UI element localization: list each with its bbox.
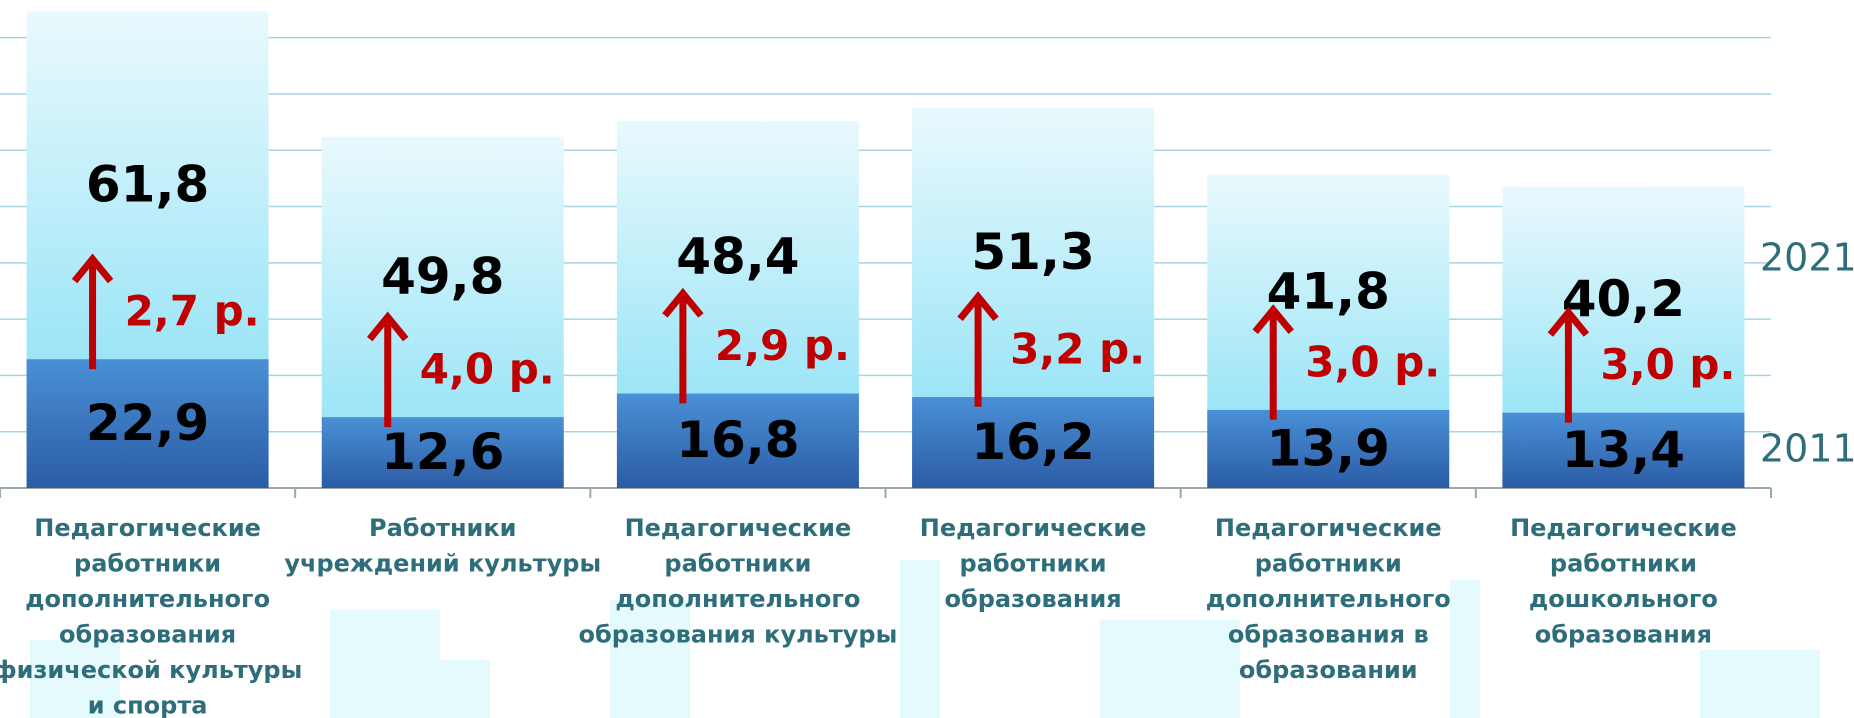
value-label: 12,6 [381, 423, 504, 481]
value-label: 61,8 [86, 156, 209, 214]
growth-arrow-head [367, 311, 409, 342]
category-label: образования культуры [579, 621, 898, 649]
growth-label: 2,7 р. [125, 287, 260, 336]
growth-arrow-head [957, 291, 999, 322]
growth-arrow-head [662, 287, 704, 318]
value-label: 16,8 [676, 411, 799, 469]
category-label: работники [1255, 550, 1402, 578]
value-label: 22,9 [86, 394, 209, 452]
bar-segment [616, 393, 859, 488]
legend-label: 2021 [1760, 236, 1854, 280]
bar-segment [616, 120, 859, 394]
category-label: дополнительного [1206, 585, 1451, 613]
growth-arrow-head [1547, 307, 1590, 337]
bar-segment [321, 417, 564, 488]
bar-segment [1502, 412, 1745, 488]
category-label: образования [1535, 621, 1712, 649]
category-label: Педагогические [1215, 514, 1442, 542]
bar-segment [1207, 174, 1450, 410]
value-label: 40,2 [1562, 270, 1685, 328]
value-label: 13,9 [1267, 419, 1390, 477]
growth-label: 3,2 р. [1010, 324, 1145, 373]
category-label: Педагогические [34, 514, 261, 542]
category-label: дополнительного [25, 585, 270, 613]
value-label: 49,8 [381, 247, 504, 305]
bar-segment [912, 108, 1155, 397]
growth-label: 3,0 р. [1305, 337, 1440, 386]
category-label: работники [664, 550, 811, 578]
category-label: образования в [1228, 621, 1429, 649]
bar-segment [26, 11, 269, 360]
value-label: 51,3 [971, 223, 1094, 281]
growth-label: 4,0 р. [420, 345, 555, 394]
category-label: дополнительного [615, 585, 860, 613]
bar-segment [26, 359, 269, 488]
category-label: образования [59, 621, 236, 649]
category-label: и спорта [88, 692, 208, 718]
growth-arrow-head [71, 253, 114, 284]
value-label: 48,4 [676, 228, 799, 286]
category-label: работники [74, 550, 221, 578]
category-label: Педагогические [1510, 514, 1737, 542]
growth-label: 3,0 р. [1600, 340, 1735, 389]
growth-arrow-head [1252, 304, 1294, 334]
category-label: дошкольного [1529, 585, 1718, 613]
category-label: Работники [369, 514, 516, 542]
category-label: физической культуры [0, 656, 302, 684]
value-label: 41,8 [1267, 263, 1390, 321]
growth-label: 2,9 р. [715, 321, 850, 370]
bar-segment [321, 136, 564, 418]
legend-label: 2011 [1760, 427, 1854, 471]
category-label: работники [960, 550, 1107, 578]
category-label: Педагогические [920, 514, 1147, 542]
bar-segment [1502, 186, 1745, 413]
value-label: 13,4 [1562, 421, 1685, 479]
category-label: работники [1550, 550, 1697, 578]
bar-segment [1207, 409, 1450, 488]
category-label: учреждений культуры [284, 550, 601, 578]
value-label: 16,2 [971, 413, 1094, 471]
category-label: образования [944, 585, 1121, 613]
background-skyline [30, 560, 1820, 718]
bar-segment [912, 396, 1155, 488]
category-label: образовании [1239, 656, 1418, 684]
category-label: Педагогические [625, 514, 852, 542]
plot: 22,9 61,8 2,7 р. Педагогические работники доп… [0, 11, 1854, 718]
